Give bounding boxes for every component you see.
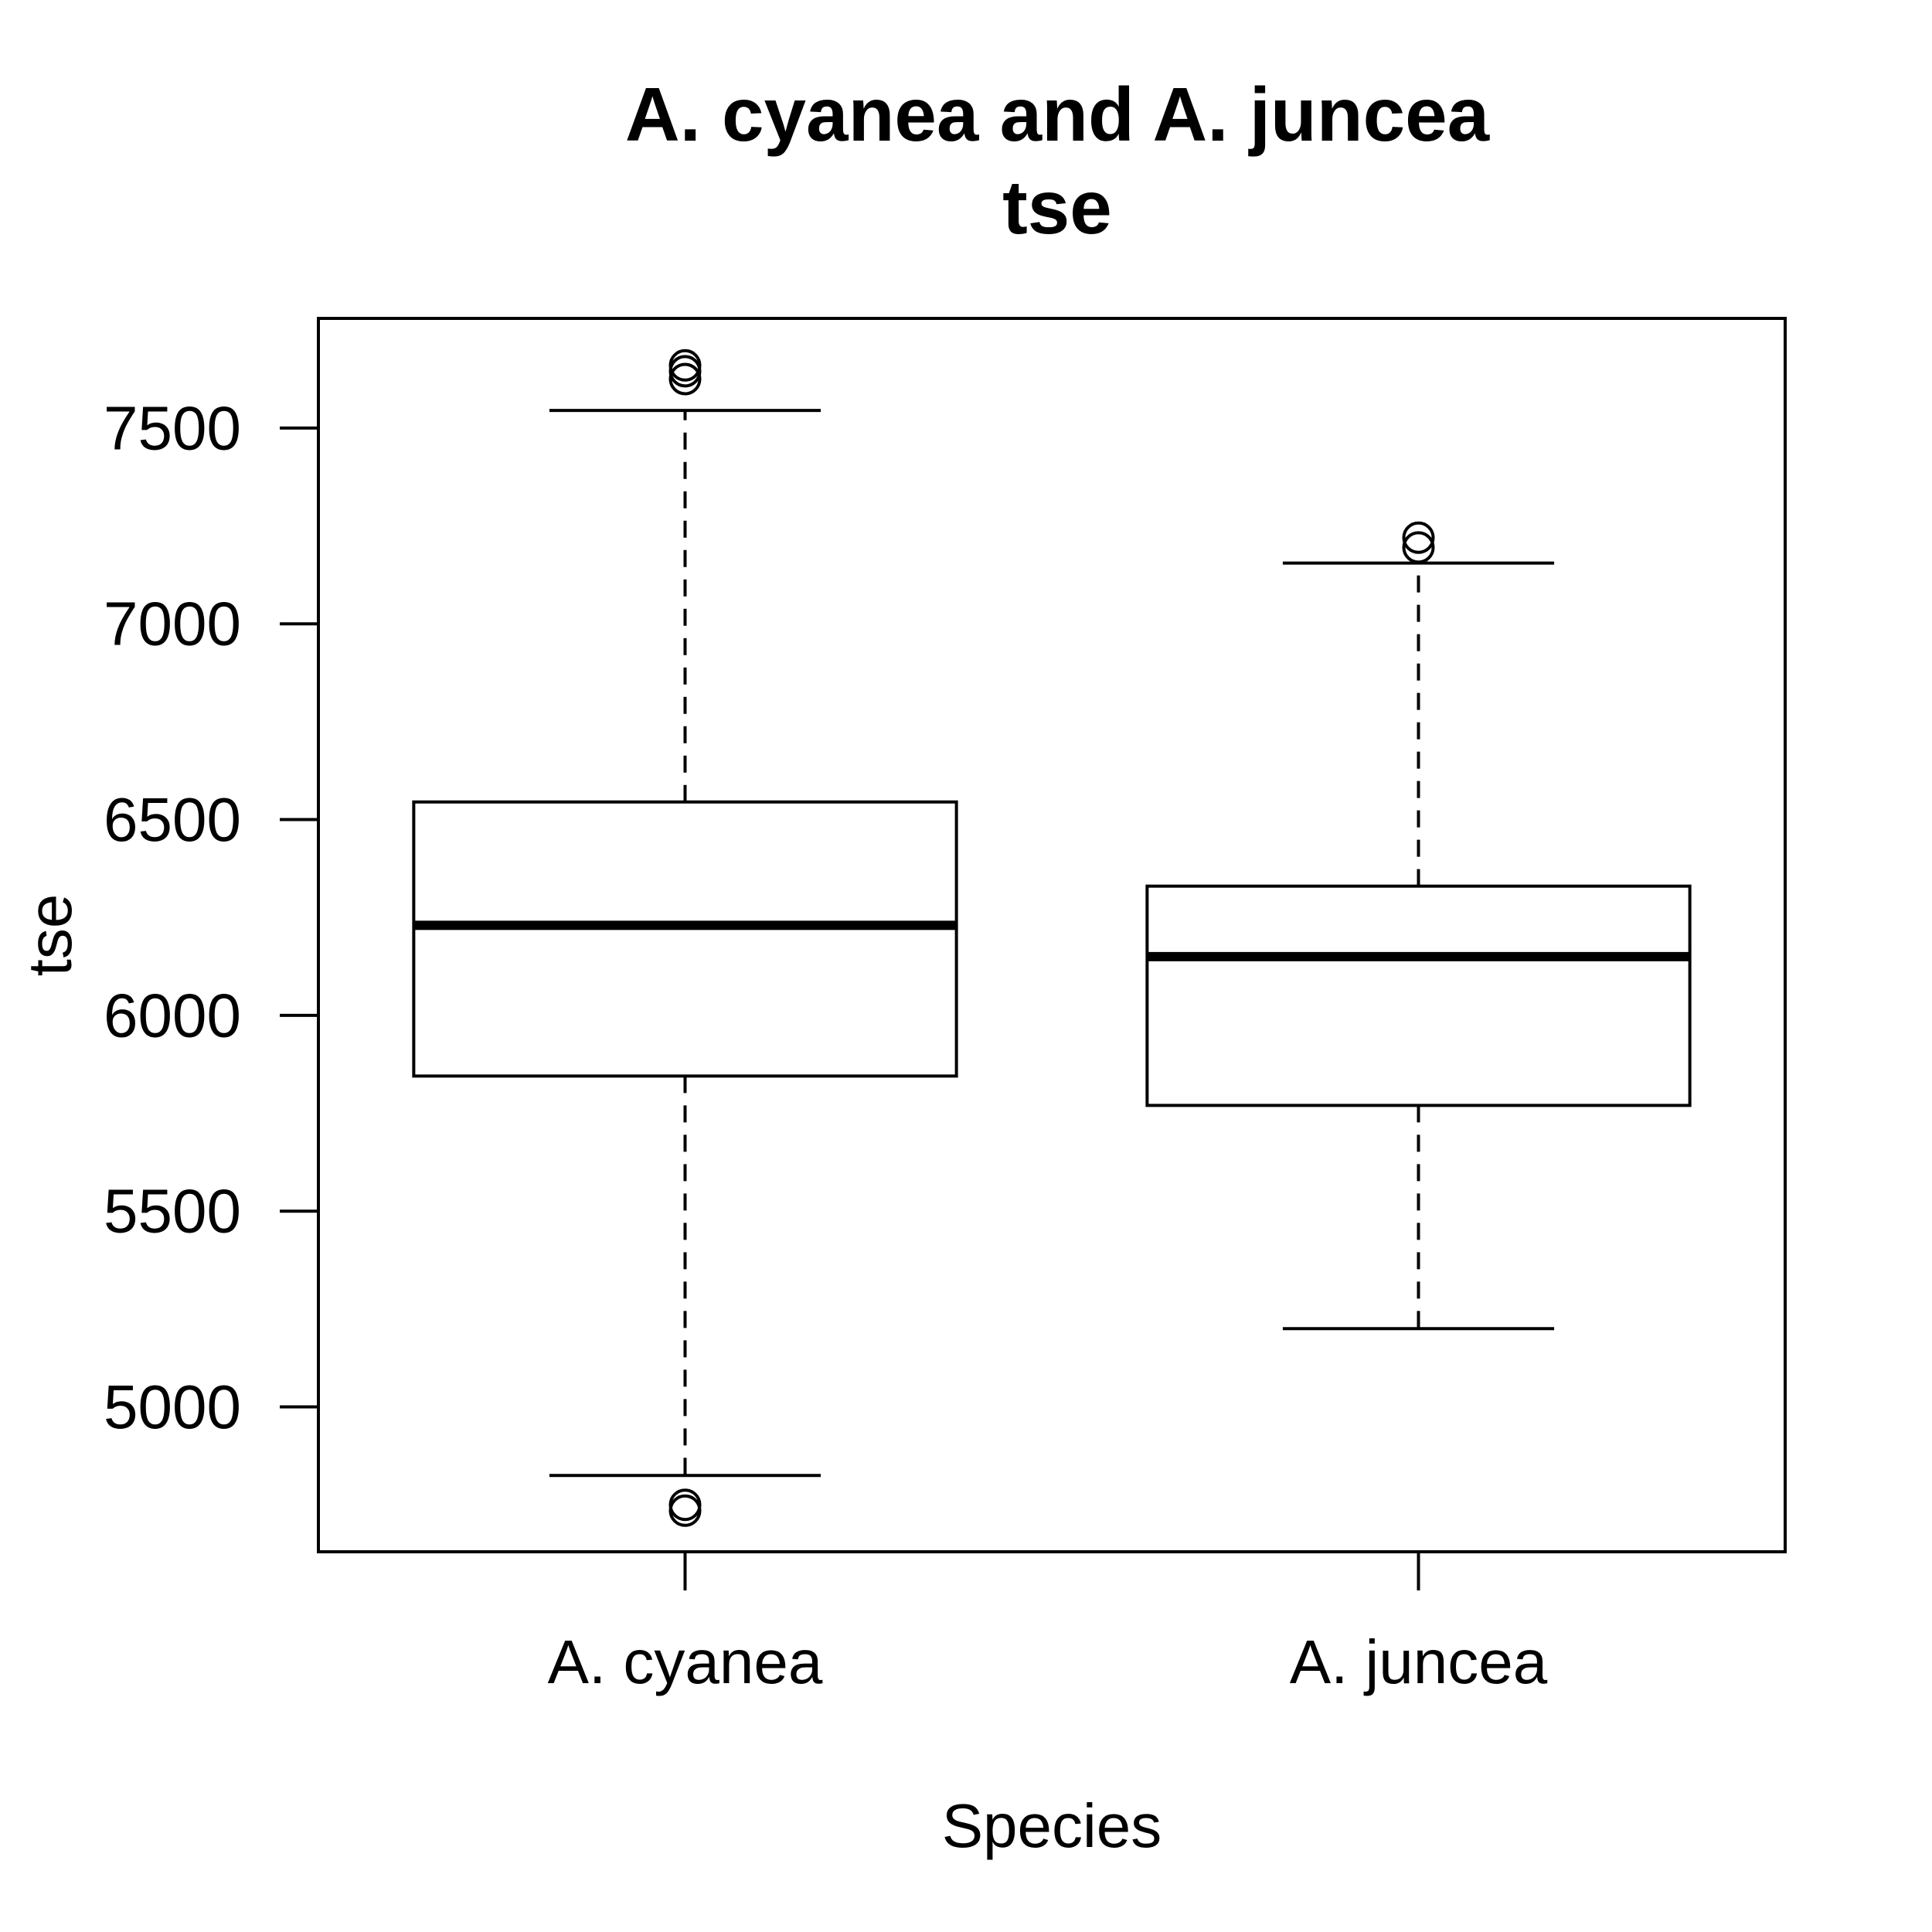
chart-subtitle: tse (1002, 165, 1112, 250)
y-tick-label: 5500 (104, 1177, 241, 1246)
outlier-point (668, 362, 702, 396)
outlier-point (668, 1488, 702, 1522)
y-axis: 5000 5500 6000 6500 7000 7500 (104, 393, 318, 1441)
y-tick-label: 6000 (104, 981, 241, 1049)
box-2 (1145, 521, 1692, 1331)
iqr-box (412, 800, 958, 1078)
y-axis-title: tse (15, 894, 84, 977)
x-axis-title: Species (942, 1791, 1162, 1860)
box-group (412, 349, 1692, 1527)
plot-frame (317, 317, 1787, 1553)
y-tick-label: 7000 (104, 590, 241, 658)
iqr-box (1145, 884, 1692, 1107)
x-tick-label: A. cyanea (548, 1628, 823, 1696)
y-tick-label: 5000 (104, 1372, 241, 1441)
x-axis: A. cyanea A. juncea (548, 1552, 1548, 1696)
y-tick-label: 6500 (104, 785, 241, 854)
box-1 (412, 349, 958, 1527)
y-tick-label: 7500 (104, 393, 241, 462)
outlier-point (668, 349, 702, 382)
chart-title: A. cyanea and A. juncea (625, 72, 1491, 157)
outlier-point (1402, 531, 1435, 564)
outlier-point (1402, 521, 1435, 554)
x-tick-label: A. juncea (1290, 1628, 1548, 1696)
